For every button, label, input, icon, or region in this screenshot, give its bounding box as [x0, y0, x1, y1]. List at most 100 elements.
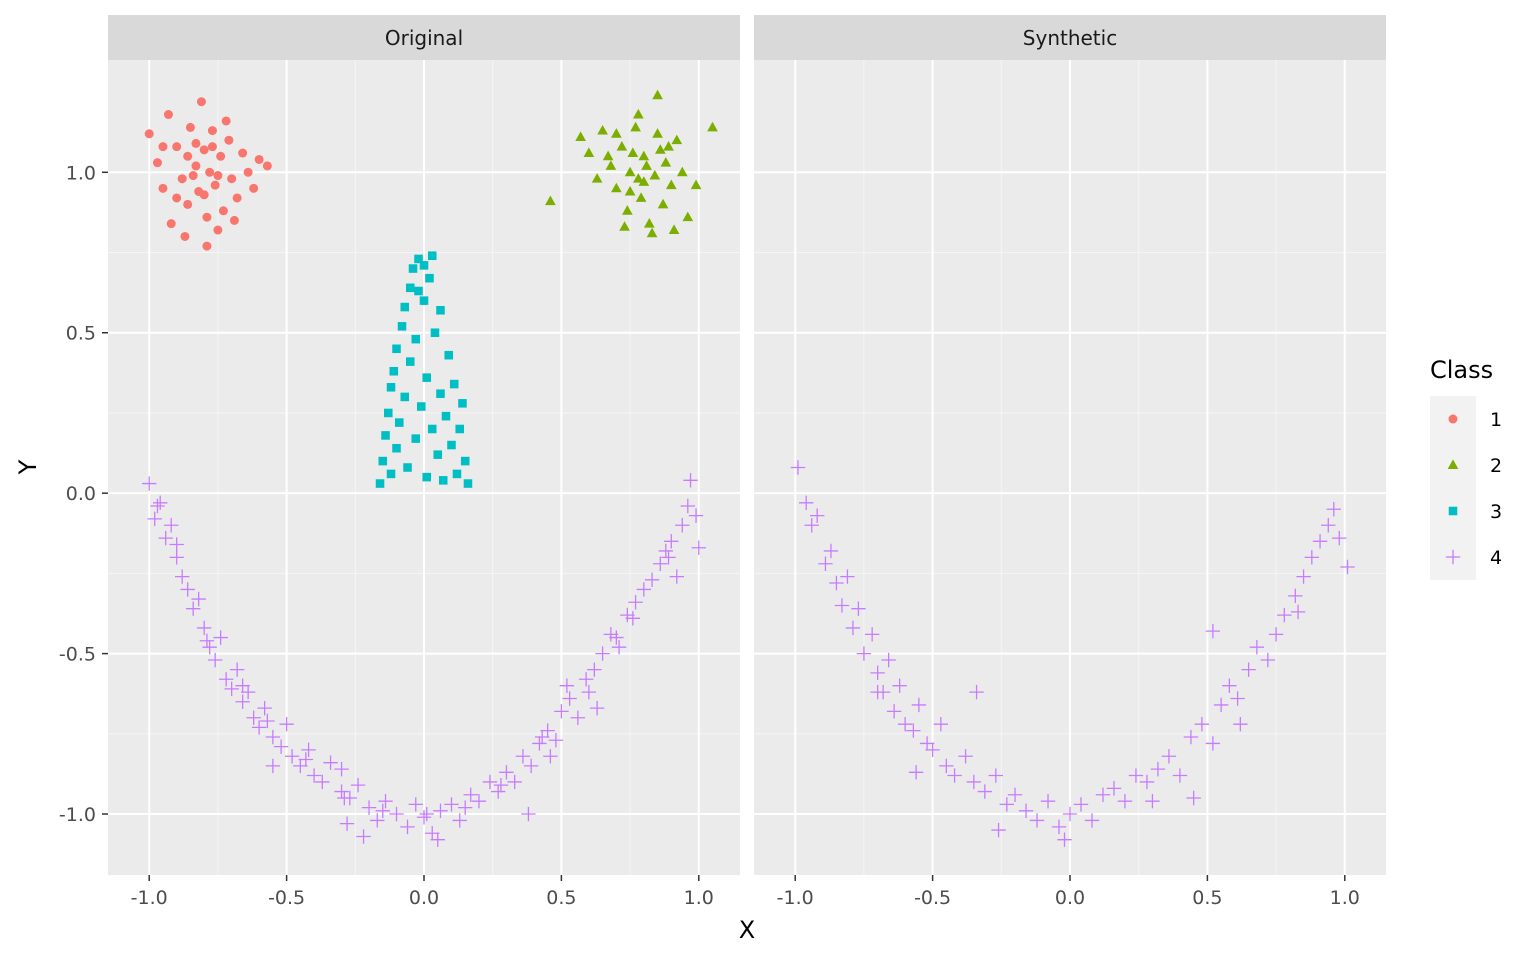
data-point: [323, 755, 338, 770]
data-point: [611, 128, 622, 138]
legend-key-1: [1448, 414, 1458, 424]
x-tick-label: 1.0: [684, 887, 714, 909]
data-point: [416, 810, 432, 825]
data-point: [246, 710, 261, 725]
data-point: [1106, 781, 1122, 796]
data-point: [339, 816, 355, 831]
data-point: [414, 286, 423, 296]
data-point: [273, 739, 289, 754]
data-point: [306, 768, 322, 783]
data-point: [570, 710, 586, 725]
data-point: [422, 373, 432, 382]
data-point: [235, 694, 250, 709]
data-point: [408, 797, 423, 812]
data-point: [668, 224, 680, 234]
data-point: [392, 443, 401, 453]
data-point: [545, 195, 556, 206]
data-point: [210, 180, 220, 190]
data-point: [1312, 534, 1328, 549]
data-point: [649, 169, 661, 180]
data-point: [591, 173, 603, 183]
data-point: [419, 261, 429, 270]
data-point: [207, 652, 223, 668]
data-point: [425, 826, 440, 841]
data-point: [199, 633, 215, 648]
x-tick-label: 1.0: [1330, 887, 1360, 909]
data-point: [164, 518, 179, 533]
data-point: [438, 476, 448, 485]
data-point: [991, 822, 1006, 838]
data-point: [202, 639, 217, 655]
data-point: [676, 166, 688, 177]
data-point: [1205, 736, 1221, 751]
data-point: [1194, 716, 1210, 732]
data-point: [386, 469, 396, 479]
data-point: [350, 777, 366, 793]
data-point: [1145, 794, 1160, 809]
data-point: [408, 264, 418, 273]
data-point: [523, 758, 539, 774]
data-point: [958, 749, 973, 764]
data-point: [166, 219, 176, 229]
data-point: [1296, 569, 1311, 584]
data-point: [624, 185, 636, 196]
data-point: [224, 681, 239, 697]
data-point: [455, 424, 464, 434]
data-point: [240, 684, 256, 700]
data-point: [293, 758, 308, 774]
data-point: [688, 508, 704, 523]
data-point: [1128, 768, 1144, 783]
y-tick-label: 0.0: [66, 483, 96, 505]
data-point: [707, 121, 718, 132]
data-point: [632, 173, 644, 183]
data-point: [216, 151, 226, 161]
legend-label-3: 3: [1490, 501, 1502, 523]
data-point: [919, 736, 935, 751]
data-point: [1073, 797, 1089, 812]
data-point: [458, 399, 467, 408]
data-point: [939, 758, 954, 774]
data-point: [1340, 559, 1355, 575]
data-point: [191, 161, 201, 171]
data-point: [632, 108, 644, 119]
data-point: [829, 575, 844, 591]
data-point: [641, 160, 652, 170]
data-point: [1222, 678, 1237, 693]
data-point: [581, 684, 597, 700]
data-point: [452, 813, 467, 828]
data-point: [1095, 787, 1111, 802]
data-point: [183, 151, 193, 161]
series-class-4-synthetic: [790, 460, 1355, 847]
data-point: [452, 469, 462, 479]
data-point: [147, 511, 162, 527]
data-point: [444, 350, 454, 360]
data-point: [232, 193, 242, 203]
data-point: [177, 174, 187, 184]
data-point: [447, 440, 456, 450]
data-point: [605, 160, 617, 170]
data-point: [334, 761, 349, 777]
data-point: [790, 460, 806, 475]
data-point: [394, 418, 404, 427]
y-tick-label: -0.5: [59, 644, 96, 666]
data-point: [430, 328, 440, 338]
data-point: [654, 144, 666, 154]
data-point: [925, 742, 940, 758]
data-point: [1213, 697, 1229, 713]
data-point: [279, 716, 294, 732]
data-point: [660, 157, 672, 167]
data-point: [658, 543, 674, 559]
data-point: [416, 402, 426, 411]
series-class-3-original: [375, 251, 473, 488]
data-point: [1172, 768, 1188, 783]
data-point: [158, 183, 168, 193]
data-point: [152, 158, 162, 168]
data-point: [977, 784, 993, 799]
data-point: [251, 720, 267, 735]
data-point: [284, 749, 300, 764]
data-point: [142, 476, 157, 491]
data-point: [169, 550, 184, 565]
data-point: [397, 322, 407, 331]
data-point: [804, 518, 819, 533]
data-point: [1183, 729, 1199, 745]
